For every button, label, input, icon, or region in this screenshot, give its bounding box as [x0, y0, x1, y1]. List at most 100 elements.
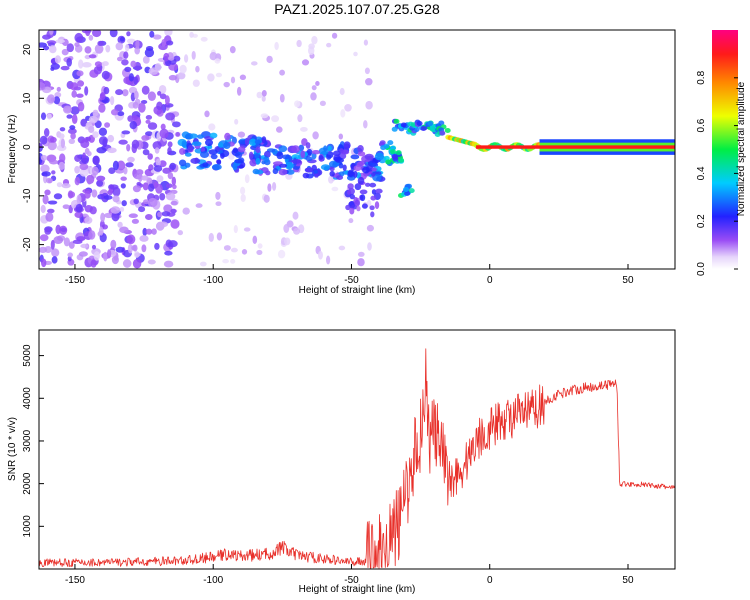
spectrogram-cell: [111, 255, 119, 265]
spectrogram-cell: [252, 235, 258, 244]
spectrogram-cell: [165, 183, 173, 188]
spectrogram-cell: [62, 105, 73, 114]
snr-frame: [38, 329, 676, 570]
spectrogram-cell: [391, 126, 398, 132]
snr-ytick-label: 1000: [22, 515, 33, 538]
spectrogram-cell: [141, 175, 149, 181]
spectrogram-cell: [276, 126, 283, 133]
spectrogram-cell: [118, 139, 128, 145]
spectrogram-cell: [342, 164, 347, 171]
spectrogram-cell: [230, 76, 236, 84]
spectrogram-cell: [302, 172, 310, 179]
spectrogram-cell: [278, 163, 288, 168]
spectrogram-cell: [167, 56, 175, 61]
spectrogram-cell: [51, 248, 60, 257]
spectrogram-cell: [200, 36, 208, 42]
spectrogram-cell: [308, 43, 315, 50]
spectrogram-cell: [112, 186, 121, 197]
spectrogram-cell: [326, 42, 332, 48]
spectrogram-frame: [38, 29, 676, 270]
spectrogram-cell: [45, 212, 54, 222]
spectrogram-cell: [365, 77, 373, 86]
spectrogram-cell: [121, 130, 131, 135]
spectrogram-cell: [39, 135, 48, 145]
spectrogram-cell: [165, 192, 176, 201]
spectrogram-cell: [145, 131, 153, 137]
spectrogram-cell: [369, 205, 375, 211]
spectrogram-cell: [157, 91, 162, 96]
spectrogram-cell: [69, 125, 76, 130]
spectrogram-cell: [49, 136, 57, 143]
spectrogram-cell: [215, 72, 223, 78]
spectrogram-cell: [156, 101, 163, 111]
spectrogram-cell: [115, 89, 124, 96]
spectrogram-cell: [163, 52, 170, 62]
spectrogram-cell: [249, 138, 257, 146]
spectrogram-cell: [371, 189, 377, 195]
spectrogram-cell: [353, 170, 358, 178]
spectrogram-cell: [172, 121, 181, 128]
spectrogram-cell: [142, 227, 148, 236]
spectrogram-cell: [379, 140, 386, 146]
spectrogram-cell: [208, 149, 218, 155]
spectrogram-cell: [169, 162, 176, 171]
spectrogram-cell: [353, 51, 358, 57]
spectrogram-cell: [97, 40, 104, 47]
spectrogram-cell: [168, 74, 178, 81]
spectrogram-cell: [192, 79, 200, 87]
spectrogram-cell: [72, 239, 83, 244]
colorbar: 0.0 0.2 0.4 0.6 0.8 Normalized spectral ampl…: [696, 30, 747, 276]
spectrogram-cell: [60, 138, 66, 149]
spectrogram-cell: [354, 199, 361, 207]
spectrogram-cell: [261, 90, 267, 97]
spectrogram-cell: [279, 69, 285, 76]
spectrogram-cell: [214, 58, 221, 64]
spectrogram-cell: [134, 46, 141, 55]
spectrogram-cell: [370, 211, 375, 218]
spectrogram-cell: [181, 140, 187, 148]
spectrogram-cell: [86, 151, 92, 157]
spectrogram-cell: [109, 30, 118, 38]
spectrogram-cell: [364, 67, 370, 75]
spectrogram-cell: [292, 211, 299, 220]
spectrogram-cell: [123, 51, 129, 59]
spectrogram-cell: [147, 259, 156, 265]
spectrogram-cell: [184, 152, 192, 157]
spectrogram-cell: [120, 176, 127, 181]
spectrogram-cell: [49, 159, 59, 165]
spectrogram-cell: [75, 203, 83, 213]
spectrogram-cell: [93, 251, 100, 261]
spectrogram-cell: [74, 154, 82, 162]
spectrogram-cell: [184, 134, 192, 140]
spectrogram-cell: [153, 165, 163, 172]
spectrogram-cell: [374, 201, 380, 209]
spectrogram-cell: [39, 82, 46, 91]
spectrogram-ytick-label: 10: [22, 92, 33, 104]
spectrogram-cell: [162, 167, 172, 174]
spectrogram-cell: [132, 185, 141, 193]
spectrogram-cell: [170, 200, 178, 206]
spectrogram-cell: [364, 153, 374, 160]
spectrogram-cell: [103, 195, 113, 200]
spectrogram-cell: [347, 183, 354, 190]
spectrogram-cell: [177, 230, 184, 236]
spectrogram-cell: [147, 197, 158, 208]
spectrogram-xtick-label: -150: [65, 275, 85, 286]
spectrogram-cell: [91, 244, 97, 250]
spectrogram-cell: [398, 157, 405, 163]
spectrogram-cell: [44, 189, 51, 196]
spectrogram-cell: [233, 225, 238, 234]
spectrogram-cell: [264, 150, 271, 158]
spectrogram-cell: [250, 61, 258, 66]
spectrogram-cell: [326, 154, 332, 160]
spectrogram-cell: [315, 81, 320, 86]
spectrogram-cell: [329, 170, 335, 177]
snr-series-line: [39, 348, 675, 569]
spectrogram-cell: [346, 189, 351, 195]
spectrogram-cell: [117, 111, 125, 117]
spectrogram-cell: [294, 100, 301, 108]
spectrogram-cell: [175, 132, 181, 137]
spectrogram-cell: [279, 93, 285, 103]
spectrogram-cell: [122, 89, 129, 97]
